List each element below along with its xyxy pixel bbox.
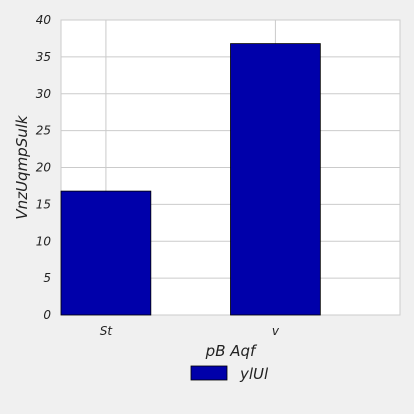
x-axis-label: pB Aqf [205, 342, 258, 360]
bar-v [230, 43, 321, 316]
x-tick-label: St [100, 324, 114, 338]
y-axis-label: VnzUqmpSulk [13, 114, 31, 219]
y-tick-label: 5 [43, 271, 51, 285]
y-tick-label: 35 [36, 50, 51, 64]
y-tick-labels: 0 5 10 15 20 25 30 35 40 [36, 13, 52, 322]
y-tick-label: 10 [36, 234, 52, 248]
y-tick-label: 25 [36, 124, 51, 138]
bars [60, 43, 321, 316]
bar-st [60, 190, 152, 316]
y-tick-label: 20 [36, 161, 52, 175]
legend: ylUl [190, 365, 269, 383]
legend-label: ylUl [239, 365, 269, 383]
y-tick-label: 0 [43, 308, 51, 322]
y-tick-label: 15 [36, 197, 51, 211]
y-tick-label: 30 [36, 87, 52, 101]
x-tick-labels: St v [100, 324, 280, 338]
x-tick-label: v [272, 324, 280, 338]
legend-swatch [190, 365, 228, 381]
y-tick-label: 40 [36, 13, 52, 27]
